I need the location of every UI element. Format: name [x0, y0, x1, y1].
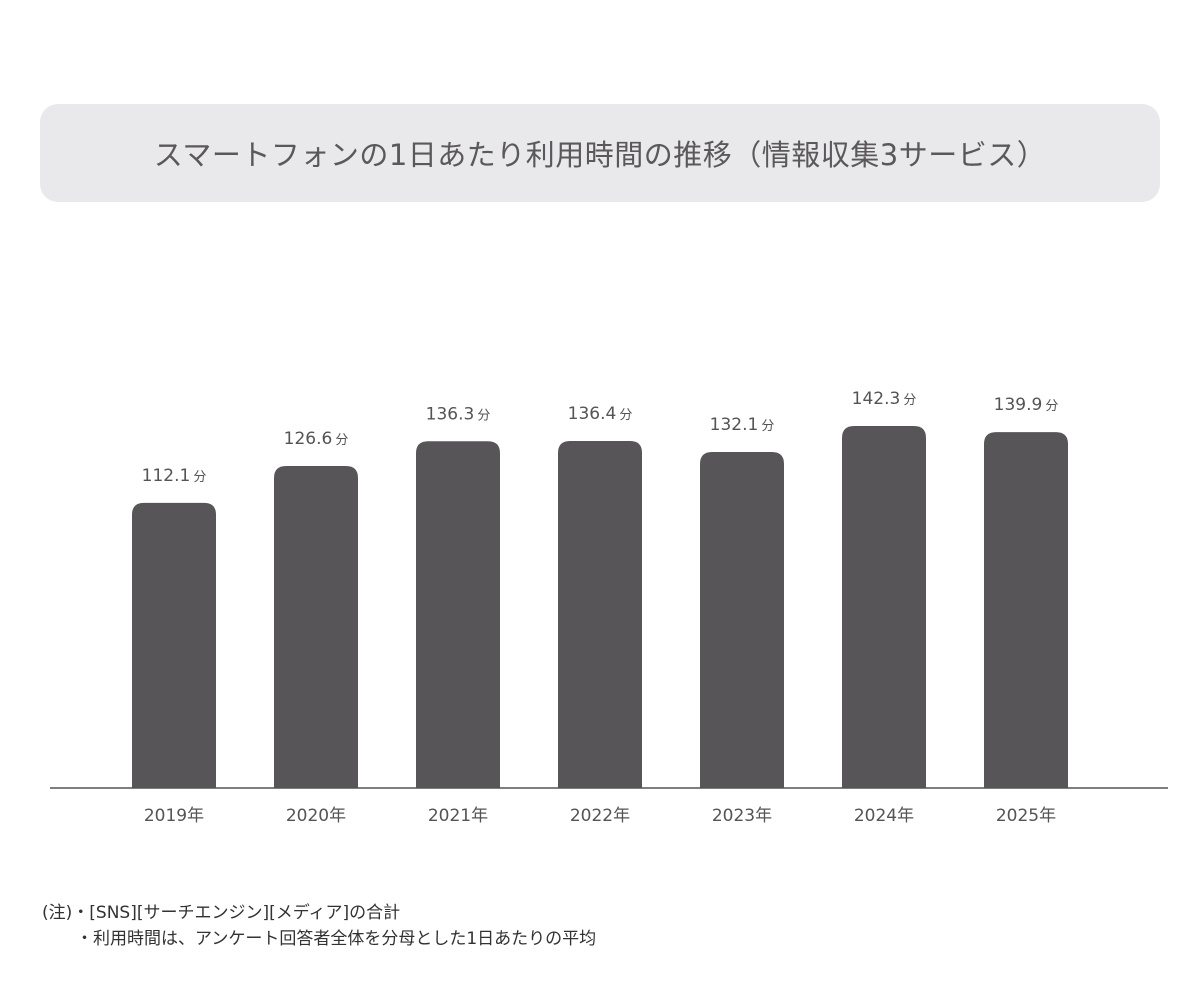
bars-group	[132, 426, 1068, 788]
bar-2020年	[274, 465, 358, 788]
value-label-unit: 分	[619, 408, 632, 423]
value-label-number: 132.1	[710, 415, 759, 435]
chart-title-box: スマートフォンの1日あたり利用時間の推移（情報収集3サービス）	[40, 104, 1160, 202]
x-tick-label-2024年: 2024年	[854, 806, 914, 826]
value-label-2019年: 112.1 分	[142, 466, 207, 486]
bar-2022年	[558, 441, 642, 788]
value-label-2023年: 132.1 分	[710, 415, 775, 435]
note-line-2: ・利用時間は、アンケート回答者全体を分母とした1日あたりの平均	[76, 929, 597, 949]
chart-title: スマートフォンの1日あたり利用時間の推移（情報収集3サービス）	[153, 138, 1047, 172]
value-label-unit: 分	[903, 393, 916, 408]
note-line-1: (注)・[SNS][サーチエンジン][メディア]の合計	[42, 903, 401, 923]
x-tick-label-2023年: 2023年	[712, 806, 772, 826]
notes: (注)・[SNS][サーチエンジン][メディア]の合計 ・利用時間は、アンケート…	[42, 900, 596, 952]
value-label-2024年: 142.3 分	[852, 389, 917, 409]
value-label-number: 139.9	[994, 395, 1043, 415]
value-label-unit: 分	[477, 408, 490, 423]
value-label-number: 126.6	[284, 429, 333, 449]
x-tick-label-2019年: 2019年	[144, 806, 204, 826]
value-label-unit: 分	[193, 470, 206, 485]
bar-2024年	[842, 426, 926, 788]
bar-2021年	[416, 441, 500, 788]
value-label-2025年: 139.9 分	[994, 395, 1059, 415]
value-label-unit: 分	[761, 419, 774, 434]
bar-2025年	[984, 432, 1068, 788]
x-tick-label-2022年: 2022年	[570, 806, 630, 826]
value-label-2022年: 136.4 分	[568, 404, 633, 424]
value-label-number: 142.3	[852, 389, 901, 409]
bar-2019年	[132, 502, 216, 788]
value-label-2021年: 136.3 分	[426, 404, 491, 424]
x-tick-label-2021年: 2021年	[428, 806, 488, 826]
value-label-number: 112.1	[142, 466, 191, 486]
value-label-unit: 分	[335, 433, 348, 448]
value-label-2020年: 126.6 分	[284, 429, 349, 449]
x-tick-label-2020年: 2020年	[286, 806, 346, 826]
value-label-number: 136.4	[568, 404, 617, 424]
x-tick-label-2025年: 2025年	[996, 806, 1056, 826]
x-tick-labels-group: 2019年 2020年 2021年 2022年 2023年 2024年 2025年	[144, 806, 1056, 826]
bar-2023年	[700, 451, 784, 788]
value-label-number: 136.3	[426, 404, 475, 424]
value-label-unit: 分	[1045, 399, 1058, 414]
